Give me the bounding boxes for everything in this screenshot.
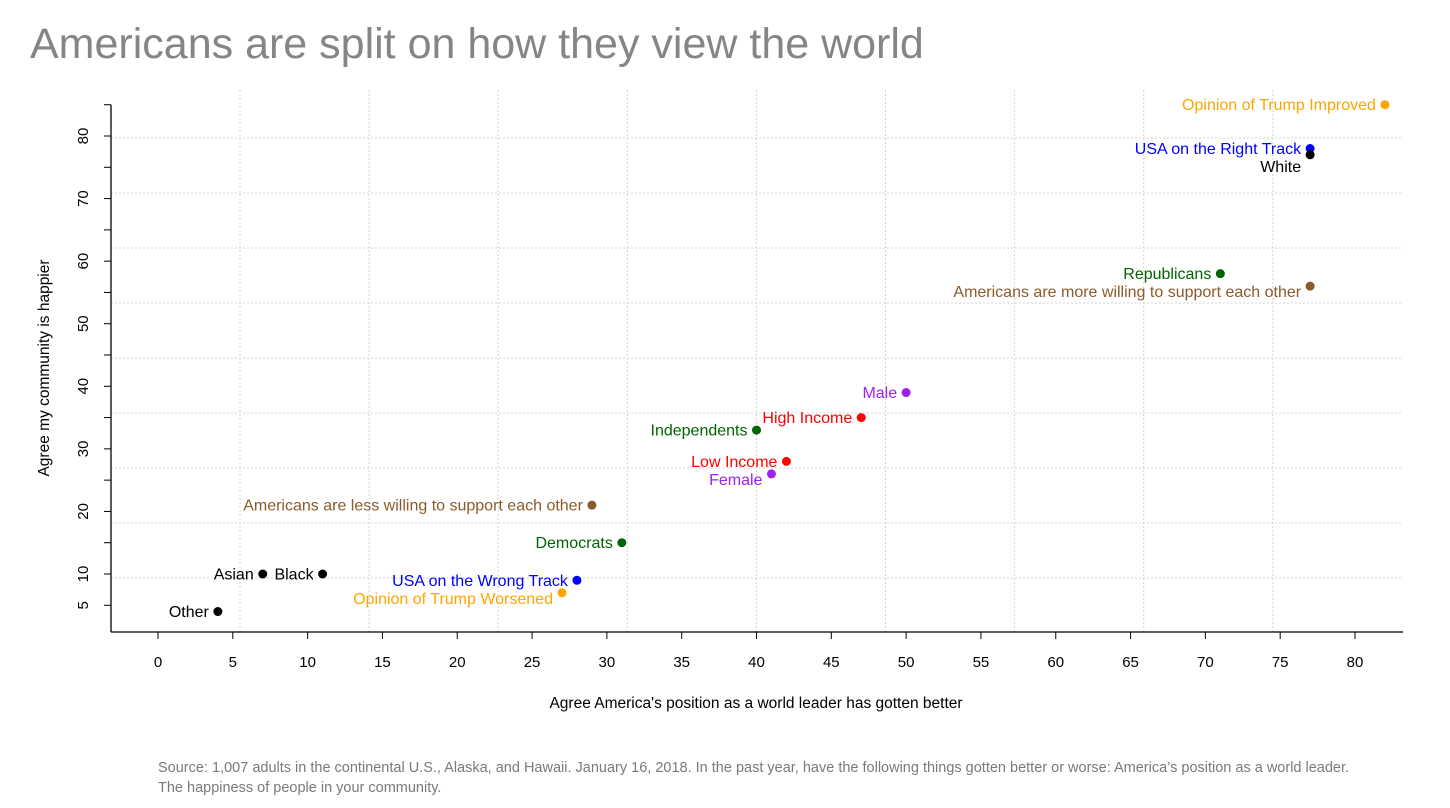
point-marker [318,569,328,579]
data-point: Male [862,385,911,402]
data-point: Other [169,604,223,621]
point-marker [901,388,911,398]
point-marker [752,425,761,435]
data-point: Opinion of Trump Worsened [353,588,567,608]
point-marker [1305,281,1315,291]
x-tick-label: 30 [599,654,616,671]
data-point: Low Income [691,454,791,471]
x-tick-label: 10 [299,654,316,671]
y-tick-label: 10 [75,566,92,583]
point-label: Americans are more willing to support ea… [953,284,1301,301]
point-label: Americans are less willing to support ea… [243,498,583,515]
data-point: Republicans [1123,266,1225,283]
point-label: USA on the Right Track [1135,141,1302,158]
point-label: Republicans [1123,266,1211,283]
y-tick-label: 80 [75,128,92,145]
x-tick-label: 0 [154,654,162,671]
points: Opinion of Trump Improved USA on the Righ… [169,97,1390,621]
point-label: Other [169,604,210,621]
point-label: White [1260,159,1301,176]
point-marker [1305,150,1315,160]
point-label: Female [709,472,762,489]
point-label: Democrats [535,535,612,552]
axes: 0 5 10 15 20 25 30 35 40 45 50 55 60 65 70 75 80 5 10 20 30 4… [75,104,1403,671]
point-label: Asian [214,567,254,584]
x-tick-label: 50 [898,654,915,671]
x-tick-label: 25 [524,654,541,671]
x-tick-label: 55 [973,654,990,671]
point-label: Male [862,385,897,402]
data-point: USA on the Wrong Track [392,573,582,590]
scatter-chart: 0 5 10 15 20 25 30 35 40 45 50 55 60 65 70 75 80 5 10 20 30 4… [36,90,1403,712]
data-point: Americans are more willing to support ea… [953,281,1315,301]
data-point: Democrats [535,535,627,552]
data-point: High Income [762,410,866,427]
x-tick-label: 60 [1047,654,1064,671]
point-label: Black [274,567,314,584]
point-marker [572,575,582,585]
data-point: Asian [214,567,268,584]
data-point: USA on the Right Track [1135,141,1315,158]
x-tick-label: 15 [374,654,391,671]
data-point: Black [274,567,328,584]
point-marker [856,413,866,423]
point-label: Opinion of Trump Worsened [353,591,553,608]
y-tick-label: 40 [75,378,92,395]
data-point: Independents [651,423,761,440]
x-tick-label: 65 [1122,654,1139,671]
data-point: Opinion of Trump Improved [1182,97,1390,114]
y-tick-label: 50 [75,315,92,332]
data-point: Americans are less willing to support ea… [243,498,597,515]
point-marker [258,569,268,579]
y-tick-label: 20 [75,503,92,520]
x-tick-label: 5 [229,654,237,671]
x-tick-label: 45 [823,654,840,671]
y-tick-label: 30 [75,441,92,458]
point-marker [1215,269,1225,279]
point-marker [587,500,597,510]
y-tick-label: 60 [75,253,92,270]
x-axis-label: Agree America's position as a world lead… [549,695,962,712]
x-tick-label: 80 [1347,654,1364,671]
point-marker [617,538,627,548]
y-tick-label: 5 [75,601,92,609]
x-tick-label: 20 [449,654,466,671]
point-label: Low Income [691,454,777,471]
y-tick-label: 70 [75,190,92,207]
point-marker [213,607,223,617]
page-title: Americans are split on how they view the… [30,20,924,68]
point-label: USA on the Wrong Track [392,573,569,590]
point-marker [1380,100,1390,110]
point-marker [766,469,776,479]
point-label: Opinion of Trump Improved [1182,97,1376,114]
data-point: White [1260,150,1315,176]
x-tick-label: 70 [1197,654,1214,671]
point-marker [557,588,567,598]
point-label: Independents [651,423,748,440]
point-label: High Income [762,410,852,427]
source-note: Source: 1,007 adults in the continental … [158,760,1350,796]
point-marker [1305,144,1315,154]
y-axis-label: Agree my community is happier [36,259,53,476]
point-marker [781,456,791,466]
x-tick-label: 75 [1272,654,1289,671]
grid [111,90,1403,632]
x-tick-label: 40 [748,654,765,671]
x-tick-label: 35 [673,654,690,671]
data-point: Female [709,469,776,489]
